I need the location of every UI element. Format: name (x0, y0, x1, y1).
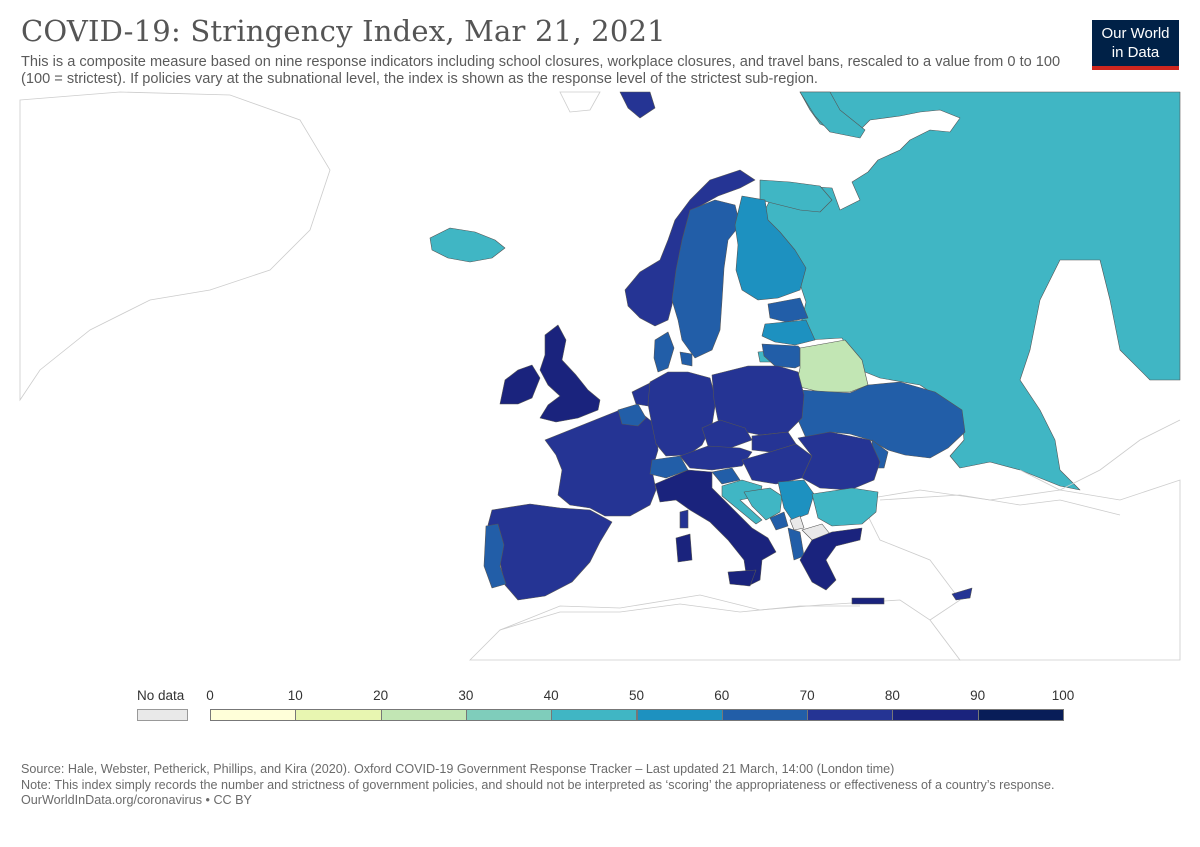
legend-bin[interactable] (721, 709, 809, 721)
country-svalbard-outline (559, 91, 601, 113)
europe-map (19, 91, 1181, 661)
logo-line-1: Our World (1101, 25, 1170, 42)
chart-title: COVID-19: Stringency Index, Mar 21, 2021 (21, 14, 666, 48)
owid-logo[interactable]: Our World in Data (1092, 20, 1179, 70)
legend-tick-label: 60 (714, 688, 730, 703)
legend-bin[interactable] (295, 709, 382, 721)
legend-tick-label: 20 (373, 688, 389, 703)
country-switzerland[interactable] (649, 455, 689, 479)
legend-tick-label: 40 (543, 688, 559, 703)
border-north-africa (499, 603, 860, 631)
country-denmark[interactable] (653, 331, 675, 373)
legend-bin[interactable] (977, 709, 1064, 721)
footer-link[interactable]: OurWorldInData.org/coronavirus • CC BY (21, 793, 252, 807)
logo-line-2: in Data (1111, 44, 1160, 61)
country-germany[interactable] (647, 371, 717, 457)
country-iceland[interactable] (429, 227, 506, 263)
country-svalbard[interactable] (619, 91, 656, 119)
country-lithuania[interactable] (761, 343, 813, 369)
country-slovenia[interactable] (711, 467, 741, 485)
country-finland[interactable] (734, 195, 807, 301)
country-italy[interactable] (654, 469, 777, 587)
legend-bin[interactable] (636, 709, 723, 721)
color-legend: No data 0 10 20 30 40 50 60 70 80 90 100 (0, 684, 1200, 734)
legend-tick-label: 80 (884, 688, 900, 703)
island-corsica (679, 509, 689, 529)
country-bulgaria[interactable] (811, 487, 879, 527)
legend-tick-label: 30 (458, 688, 474, 703)
legend-tick-label: 100 (1051, 688, 1075, 703)
legend-bin[interactable] (465, 709, 553, 721)
legend-tick-label: 0 (206, 688, 214, 703)
legend-bin[interactable] (892, 709, 979, 721)
legend-tick-label: 50 (628, 688, 645, 703)
country-united-kingdom[interactable] (539, 324, 601, 423)
legend-tick-label: 90 (970, 688, 986, 703)
island-sicily (727, 569, 757, 587)
region-kola (759, 179, 833, 213)
country-estonia[interactable] (767, 297, 809, 323)
legend-bin[interactable] (210, 709, 297, 721)
country-belgium[interactable] (617, 403, 647, 427)
island-crete (851, 597, 885, 605)
chart-footer: Source: Hale, Webster, Petherick, Philli… (21, 762, 1171, 809)
country-romania[interactable] (797, 431, 881, 491)
country-poland[interactable] (711, 365, 805, 436)
country-bosnia[interactable] (743, 487, 783, 521)
island-zealand (679, 351, 693, 367)
country-greece[interactable] (799, 527, 863, 591)
country-greenland[interactable] (19, 91, 331, 402)
country-portugal[interactable] (483, 523, 507, 589)
country-serbia[interactable] (777, 479, 815, 521)
footer-source: Source: Hale, Webster, Petherick, Philli… (21, 762, 895, 776)
legend-tick-label: 10 (287, 688, 303, 703)
footer-note: Note: This index simply records the numb… (21, 777, 1055, 792)
country-france[interactable] (544, 409, 659, 517)
country-ireland[interactable] (499, 364, 541, 405)
logo-accent-bar (1092, 66, 1179, 70)
legend-nodata-swatch[interactable] (137, 709, 188, 721)
legend-bin[interactable] (551, 709, 638, 721)
border-turkey (879, 494, 1121, 516)
legend-nodata-label: No data (137, 688, 185, 703)
landmass-africa (469, 594, 961, 661)
island-sardinia (675, 533, 693, 563)
country-montenegro[interactable] (769, 511, 789, 531)
country-cyprus[interactable] (951, 587, 973, 601)
country-norway[interactable] (624, 169, 756, 327)
border-caucasus (1019, 419, 1181, 491)
legend-bin[interactable] (380, 709, 467, 721)
country-albania[interactable] (787, 527, 805, 561)
country-spain[interactable] (487, 503, 613, 601)
chart-subtitle: This is a composite measure based on nin… (21, 54, 1061, 87)
country-kosovo[interactable] (789, 515, 805, 531)
legend-bin[interactable] (807, 709, 894, 721)
island-novaya-zemlya (799, 91, 866, 139)
country-latvia[interactable] (761, 319, 816, 346)
legend-tick-label: 70 (799, 688, 815, 703)
